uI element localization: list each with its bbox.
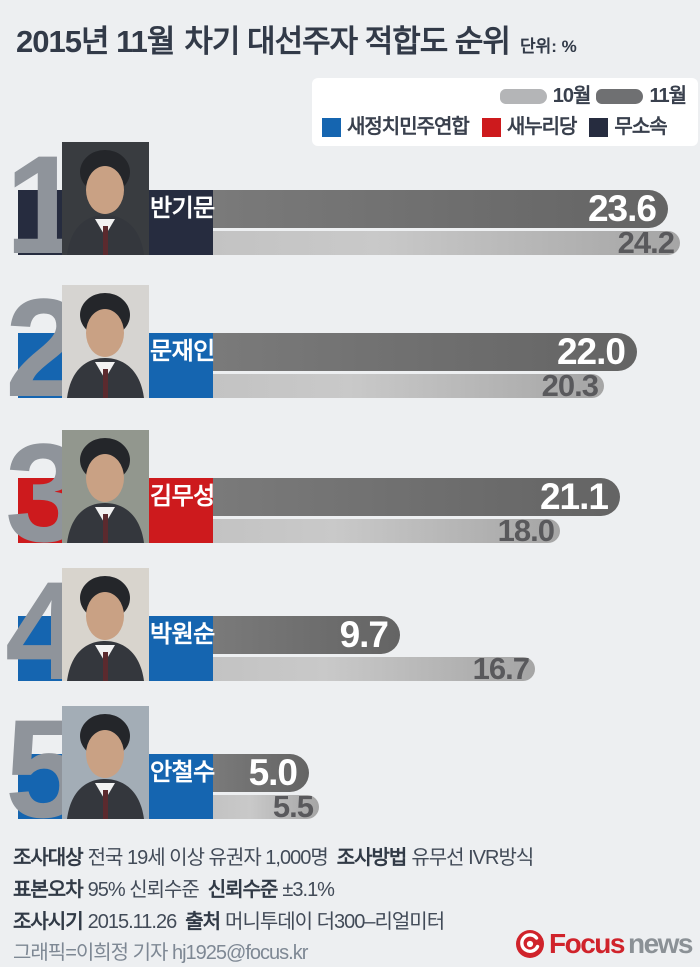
bar-october — [213, 657, 535, 681]
footnote-value: 머니투데이 더300–리얼미터 — [225, 911, 445, 933]
bar-november — [213, 190, 668, 228]
footnote-label: 조사시기 — [13, 911, 84, 933]
title-prefix: 2015년 11월 — [16, 24, 175, 59]
legend-party-label: 무소속 — [614, 116, 667, 138]
footnote-value: 유무선 IVR방식 — [411, 847, 534, 869]
footer-line: 조사시기 2015.11.26 출처 머니투데이 더300–리얼미터 — [13, 909, 693, 936]
candidate-photo — [62, 142, 149, 255]
footnote-value: 전국 19세 이상 유권자 1,000명 — [87, 847, 329, 869]
unit-label: 단위: % — [519, 37, 577, 56]
bar-october — [213, 231, 680, 255]
footnote-value: 95% 신뢰수준 — [87, 879, 200, 901]
value-november: 22.0 — [556, 331, 626, 372]
legend-swatch-무소속 — [589, 117, 609, 137]
footnote-label: 조사대상 — [13, 847, 84, 869]
footnote-value: 2015.11.26 — [87, 911, 178, 933]
value-november: 9.7 — [339, 614, 389, 655]
value-october: 16.7 — [472, 651, 530, 686]
person-silhouette — [67, 714, 144, 819]
bar-october — [213, 374, 604, 398]
candidate-name: 문재인 — [150, 338, 215, 365]
bar-november — [213, 616, 400, 654]
focusnews-logo: Focus news — [515, 928, 694, 960]
legend-party-label: 새정치민주연합 — [347, 116, 470, 138]
credit-line: 그래픽=이희정 기자 hj1925@focus.kr — [13, 942, 308, 964]
candidate-photo — [62, 430, 149, 543]
legend-month-label: 10월 — [552, 85, 592, 107]
legend-party-item: 무소속 — [589, 116, 668, 138]
legend-parties-row: 새정치민주연합 새누리당 무소속 — [322, 117, 673, 137]
footer-line: 조사대상 전국 19세 이상 유권자 1,000명 조사방법 유무선 IVR방식 — [13, 845, 693, 872]
value-november: 23.6 — [587, 188, 657, 229]
value-october: 24.2 — [617, 225, 675, 260]
legend-swatch-10월 — [499, 88, 547, 104]
candidate-row: 3 21.1 18.0 김무성 — [0, 422, 700, 562]
footnote-label: 출처 — [185, 911, 221, 933]
legend-swatch-11월 — [596, 88, 644, 104]
logo-icon — [516, 930, 544, 958]
candidate-row: 4 9.7 16.7 박원순 — [0, 560, 700, 700]
legend-party-item: 새누리당 — [481, 116, 578, 138]
person-silhouette — [67, 293, 144, 398]
value-november: 5.0 — [248, 752, 298, 793]
candidate-photo — [62, 568, 149, 681]
value-october: 5.5 — [272, 789, 314, 824]
logo-text-focus: Focus — [549, 928, 625, 959]
legend-months-row: 10월 11월 — [499, 85, 687, 107]
person-silhouette — [67, 150, 144, 255]
legend-month-item: 11월 — [596, 85, 687, 107]
bar-october — [213, 795, 319, 819]
candidate-photo — [62, 285, 149, 398]
candidate-name: 박원순 — [150, 621, 215, 648]
footnote-label: 조사방법 — [336, 847, 408, 869]
legend-swatch-새누리당 — [481, 117, 501, 137]
title-main: 차기 대선주자 적합도 순위 — [184, 24, 511, 59]
legend: 10월 11월 새정치민주연합 새누리당 무소속 — [312, 78, 698, 146]
legend-swatch-새정치민주연합 — [322, 117, 341, 137]
page-title: 2015년 11월 차기 대선주자 적합도 순위 단위: % — [16, 16, 577, 61]
candidate-row: 5 5.0 5.5 안철수 — [0, 698, 700, 838]
candidate-row: 2 22.0 20.3 문재인 — [0, 277, 700, 417]
person-silhouette — [67, 576, 144, 681]
footnote-label: 표본오차 — [13, 879, 84, 901]
legend-party-item: 새정치민주연합 — [322, 116, 470, 138]
legend-month-label: 11월 — [649, 85, 687, 107]
candidate-photo — [62, 706, 149, 819]
value-october: 18.0 — [497, 513, 555, 548]
bar-november — [213, 333, 637, 371]
footer-line: 표본오차 95% 신뢰수준 신뢰수준 ±3.1% — [13, 877, 693, 904]
value-november: 21.1 — [539, 476, 609, 517]
footnote-value: ±3.1% — [282, 879, 335, 901]
bar-october — [213, 519, 560, 543]
candidate-name: 안철수 — [150, 759, 215, 786]
value-october: 20.3 — [541, 368, 599, 403]
legend-month-item: 10월 — [499, 85, 592, 107]
candidate-row: 1 23.6 24.2 반기문 — [0, 134, 700, 274]
logo-text-news: news — [627, 928, 694, 959]
bar-november — [213, 754, 309, 792]
candidate-name: 김무성 — [150, 483, 215, 510]
footnote-label: 신뢰수준 — [207, 879, 279, 901]
legend-party-label: 새누리당 — [506, 116, 578, 138]
bar-november — [213, 478, 620, 516]
candidate-name: 반기문 — [150, 195, 215, 222]
person-silhouette — [67, 438, 144, 543]
